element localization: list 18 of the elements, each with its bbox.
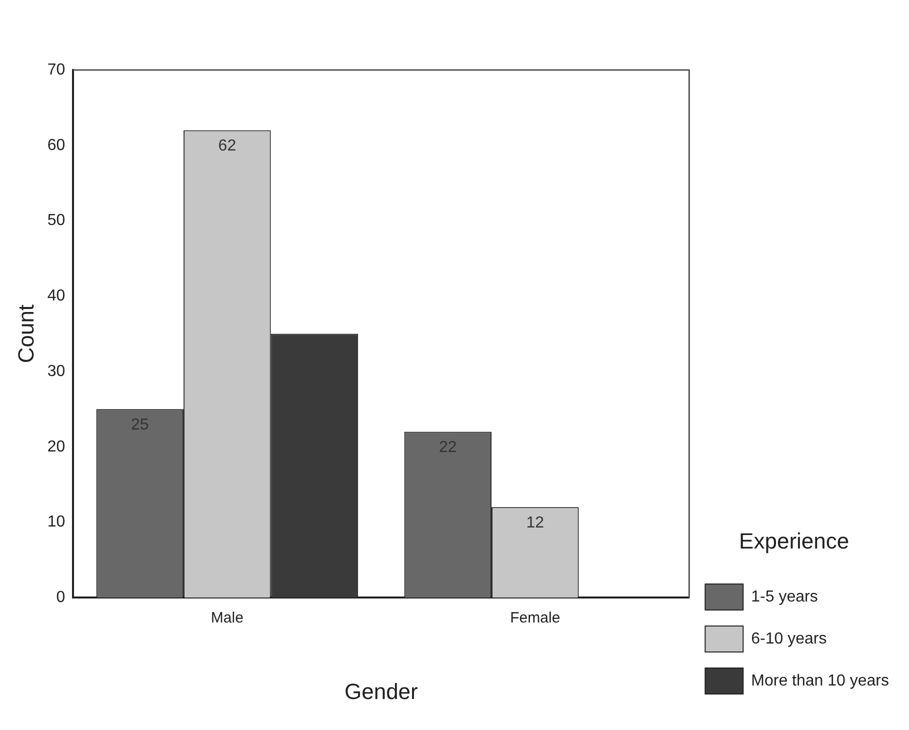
y-tick-label: 10 [47, 514, 66, 531]
y-tick-label: 70 [47, 61, 66, 78]
legend-title: Experience [739, 528, 850, 554]
y-tick-label: 50 [47, 212, 66, 230]
x-tick-label: Female [510, 610, 560, 627]
legend-label: 1-5 years [751, 588, 818, 606]
y-tick-label: 0 [56, 589, 66, 606]
y-tick-label: 40 [47, 288, 66, 305]
y-tick-label: 20 [47, 438, 66, 456]
data-label: 62 [218, 138, 236, 155]
legend-label: More than 10 years [751, 672, 890, 690]
data-label: 12 [526, 514, 544, 532]
y-tick-label: 60 [47, 136, 66, 154]
y-tick-label: 30 [47, 362, 66, 380]
x-axis-title: Gender [344, 678, 418, 704]
y-axis-title: Count [13, 304, 38, 364]
x-tick-label: Male [210, 610, 244, 627]
legend-label: 6-10 years [751, 630, 827, 648]
